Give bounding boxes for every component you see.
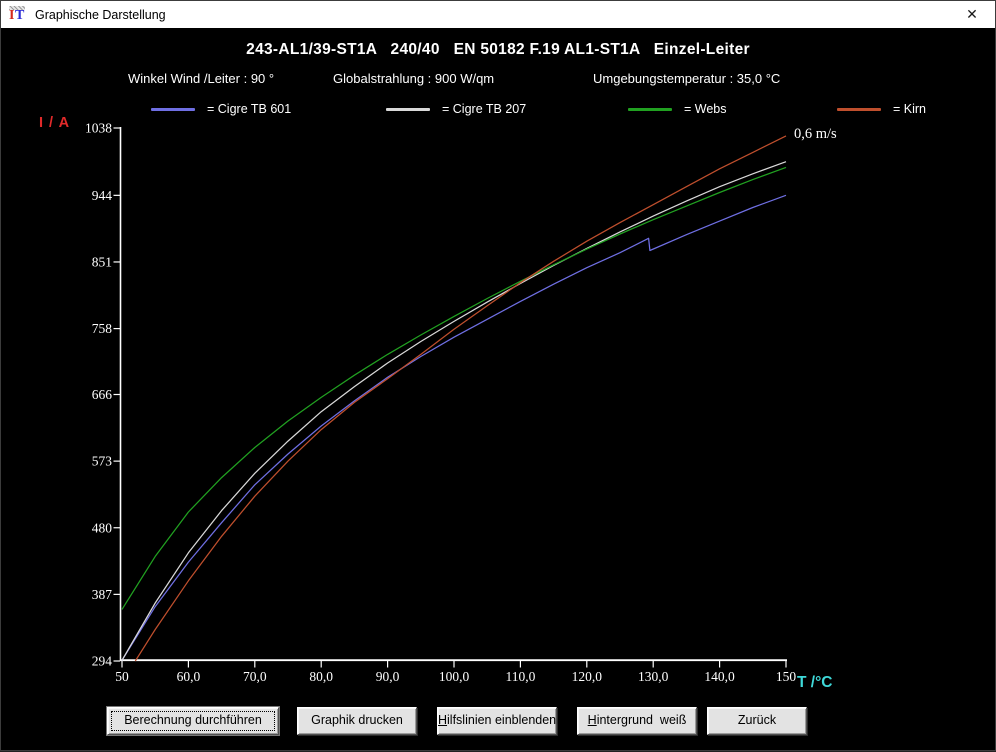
legend-item: = Cigre TB 207 xyxy=(386,102,526,116)
app-icon-hatch xyxy=(9,6,25,10)
legend-label: = Cigre TB 601 xyxy=(207,102,292,116)
toolbar-button[interactable]: Graphik drucken xyxy=(297,707,417,735)
legend-item: = Cigre TB 601 xyxy=(151,102,291,116)
legend-swatch xyxy=(837,107,881,111)
x-tick-label: 130,0 xyxy=(638,669,669,684)
x-axis-label: T /°C xyxy=(797,674,832,691)
toolbar-button[interactable]: Hilfslinien einblenden xyxy=(437,707,557,735)
curve-kirn xyxy=(134,135,787,662)
legend-item: = Kirn xyxy=(837,102,926,116)
y-tick-label: 1038 xyxy=(85,121,112,136)
x-tick-label: 140,0 xyxy=(704,669,735,684)
x-tick-label: 150 xyxy=(776,669,797,684)
curve-cigre-tb-207 xyxy=(121,161,787,661)
legend-row: = Cigre TB 601 = Cigre TB 207 = Webs = Kirn xyxy=(1,102,995,120)
chart-title: 243-AL1/39-ST1A 240/40 EN 50182 F.19 AL1… xyxy=(246,41,750,58)
x-tick-label: 80,0 xyxy=(309,669,333,684)
y-tick-label: 944 xyxy=(92,188,113,203)
y-axis-label: I / A xyxy=(39,115,70,131)
y-tick-label: 666 xyxy=(92,387,113,402)
legend-item: = Webs xyxy=(628,102,727,116)
x-tick-label: 50 xyxy=(115,669,129,684)
legend-label: = Webs xyxy=(684,102,727,116)
curve-cigre-tb-601 xyxy=(121,194,787,661)
y-tick-label: 758 xyxy=(92,321,113,336)
params-row: Winkel Wind /Leiter : 90 ° Globalstrahlun… xyxy=(1,71,995,89)
x-tick-label: 90,0 xyxy=(376,669,400,684)
legend-swatch xyxy=(386,107,430,111)
title-bar: I T Graphische Darstellung ✕ xyxy=(1,1,995,29)
y-tick-label: 851 xyxy=(92,254,112,269)
toolbar-button[interactable]: Berechnung durchführen xyxy=(107,707,279,735)
app-icon-letter-i: I xyxy=(9,8,15,23)
app-icon: I T xyxy=(9,6,26,23)
app-icon-letter-t: T xyxy=(15,8,25,23)
x-tick-label: 120,0 xyxy=(572,669,603,684)
legend-label: = Cigre TB 207 xyxy=(442,102,527,116)
curve-webs xyxy=(121,166,787,610)
param-text: Winkel Wind /Leiter : 90 ° xyxy=(128,71,275,86)
close-icon[interactable]: ✕ xyxy=(966,6,978,22)
y-tick-label: 573 xyxy=(92,454,113,469)
legend-swatch xyxy=(151,107,195,111)
x-tick-label: 110,0 xyxy=(505,669,535,684)
y-tick-label: 387 xyxy=(92,587,113,602)
legend-swatch xyxy=(628,107,672,111)
legend-label: = Kirn xyxy=(893,102,927,116)
toolbar-button[interactable]: Hintergrund weiß xyxy=(577,707,697,735)
param-text: Umgebungstemperatur : 35,0 °C xyxy=(593,71,781,86)
window-title: Graphische Darstellung xyxy=(35,7,166,22)
y-tick-label: 480 xyxy=(92,520,113,535)
y-tick-label: 294 xyxy=(92,654,113,669)
wind-speed-annotation: 0,6 m/s xyxy=(794,126,837,142)
param-text: Globalstrahlung : 900 W/qm xyxy=(333,71,495,86)
toolbar-button[interactable]: Zurück xyxy=(707,707,807,735)
x-tick-label: 60,0 xyxy=(177,669,201,684)
x-tick-label: 100,0 xyxy=(439,669,470,684)
x-tick-label: 70,0 xyxy=(243,669,267,684)
